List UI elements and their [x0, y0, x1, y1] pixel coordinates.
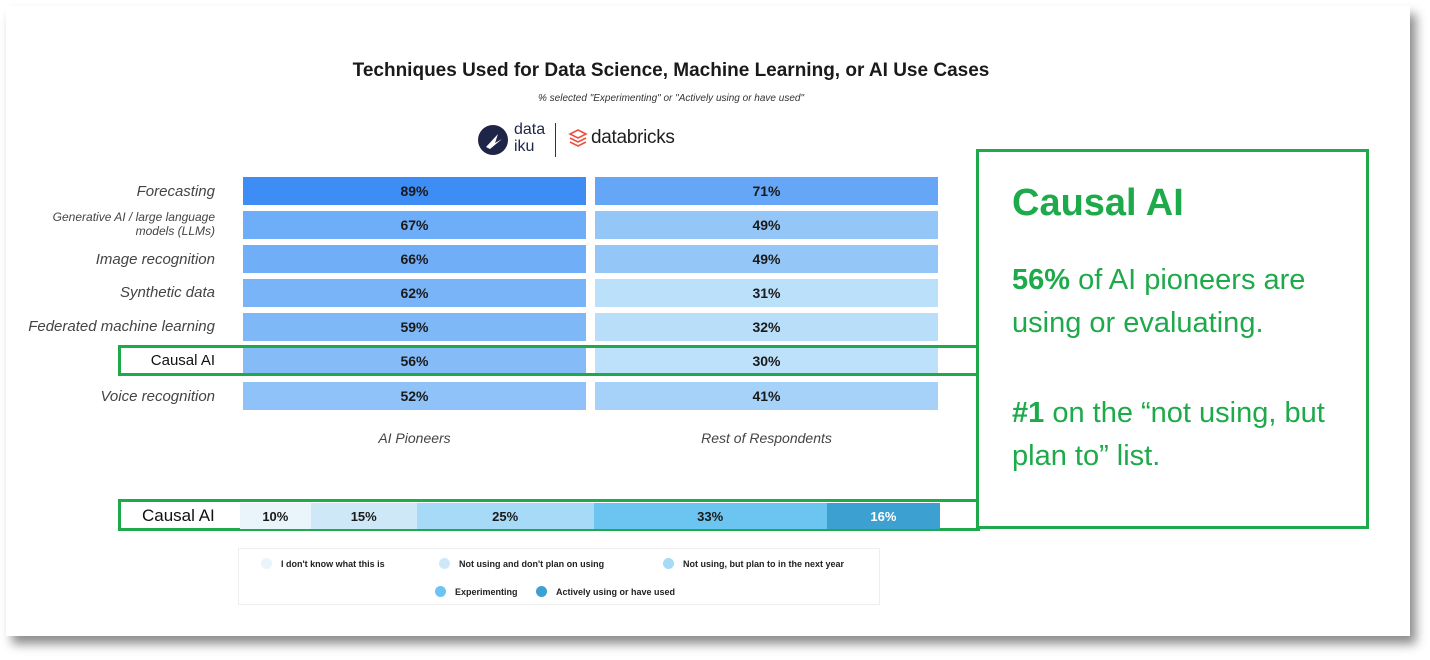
legend-item: Not using and don't plan on using — [439, 558, 604, 569]
legend-swatch — [663, 558, 674, 569]
legend-swatch — [435, 586, 446, 597]
callout-heading: Causal AI — [1012, 182, 1184, 224]
row-label-image-recognition: Image recognition — [95, 251, 215, 268]
chart-subtitle: % selected "Experimenting" or "Actively … — [538, 93, 804, 104]
legend-swatch — [261, 558, 272, 569]
stacked-segment: 16% — [826, 503, 940, 529]
legend-item: Not using, but plan to in the next year — [663, 558, 844, 569]
row-label-generative-ai: Generative AI / large language models (L… — [52, 210, 215, 238]
bar-cell: 49% — [595, 245, 938, 273]
legend-item: I don't know what this is — [261, 558, 385, 569]
row-label-federated-ml: Federated machine learning — [28, 318, 215, 335]
stacked-bar-label: Causal AI — [142, 506, 215, 525]
bar-cell: 67% — [243, 211, 586, 239]
dataiku-logo-text: data iku — [514, 121, 546, 155]
stacked-segment: 15% — [310, 503, 417, 529]
databricks-logo-text: databricks — [591, 127, 675, 148]
legend: I don't know what this is Not using and … — [238, 548, 880, 605]
bar-cell: 31% — [595, 279, 938, 307]
legend-swatch — [439, 558, 450, 569]
column-label-ai-pioneers: AI Pioneers — [378, 430, 451, 446]
bar-cell: 62% — [243, 279, 586, 307]
chart-title: Techniques Used for Data Science, Machin… — [352, 60, 990, 81]
column-label-rest: Rest of Respondents — [701, 430, 832, 446]
stacked-segment: 33% — [593, 503, 827, 529]
bar-cell: 71% — [595, 177, 938, 205]
databricks-stack-icon — [568, 128, 588, 153]
legend-swatch — [536, 586, 547, 597]
logo-divider — [555, 123, 556, 157]
bar-cell: 32% — [595, 313, 938, 341]
bar-cell: 30% — [595, 347, 938, 375]
bar-cell: 59% — [243, 313, 586, 341]
callout-paragraph-1: 56% of AI pioneers are using or evaluati… — [1012, 264, 1306, 339]
row-label-voice-recognition: Voice recognition — [100, 388, 215, 405]
legend-item: Actively using or have used — [536, 586, 675, 597]
stacked-segment: 10% — [240, 503, 311, 529]
bar-cell: 52% — [243, 382, 586, 410]
dataiku-bird-icon — [478, 125, 508, 155]
row-label-causal-ai: Causal AI — [150, 352, 215, 369]
row-label-forecasting: Forecasting — [136, 183, 215, 200]
callout-box: Causal AI 56% of AI pioneers are using o… — [976, 149, 1369, 529]
row-label-synthetic-data: Synthetic data — [119, 284, 215, 301]
causal-ai-row-highlight — [118, 345, 980, 376]
legend-item: Experimenting — [435, 586, 518, 597]
bar-cell: 56% — [243, 347, 586, 375]
bar-cell: 66% — [243, 245, 586, 273]
bar-cell: 41% — [595, 382, 938, 410]
stacked-segment: 25% — [416, 503, 594, 529]
bar-cell: 89% — [243, 177, 586, 205]
logo-group: data iku databricks — [478, 120, 698, 160]
callout-paragraph-2: #1 on the “not using, but plan to” list. — [1012, 397, 1325, 472]
bar-cell: 49% — [595, 211, 938, 239]
